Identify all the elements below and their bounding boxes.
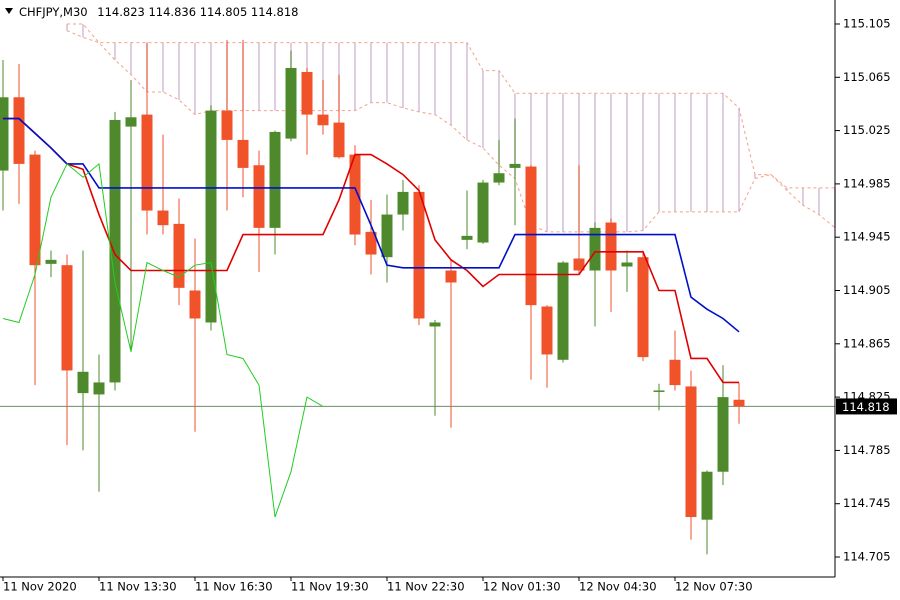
y-tick-label: 114.905	[843, 283, 891, 297]
candle-body	[205, 110, 217, 323]
candle-body	[381, 214, 393, 258]
candle-body	[525, 166, 537, 306]
plot-area	[0, 23, 836, 555]
candle-body	[301, 71, 313, 115]
candle-body	[365, 231, 377, 255]
candle-body	[349, 154, 361, 235]
candle-body	[29, 154, 41, 266]
ohlc-high: 114.836	[148, 5, 196, 19]
candle-body	[93, 382, 105, 395]
candle-body	[157, 210, 169, 226]
candle-body	[253, 165, 265, 228]
candle-body	[509, 163, 521, 168]
x-tick-label: 11 Nov 19:30	[291, 580, 369, 594]
candle-body	[125, 117, 137, 127]
candle-body	[701, 471, 713, 520]
candle-body	[13, 97, 25, 164]
candle-body	[733, 399, 745, 407]
x-tick-label: 12 Nov 07:30	[675, 580, 753, 594]
indicator-line	[3, 117, 739, 384]
y-tick-label: 115.065	[843, 70, 891, 84]
symbol-menu-arrow[interactable]	[5, 8, 13, 14]
x-tick-label: 12 Nov 04:30	[579, 580, 657, 594]
candle-body	[461, 235, 473, 240]
candle-body	[429, 322, 441, 327]
indicator-line	[3, 117, 740, 333]
ohlc-low: 114.805	[200, 5, 248, 19]
candle-body	[269, 131, 281, 228]
candle-body	[541, 306, 553, 355]
candle-body	[605, 222, 617, 271]
ohlc-close: 114.818	[251, 5, 299, 19]
candle-body	[397, 191, 409, 215]
y-tick-label: 114.865	[843, 336, 891, 350]
candle-body	[61, 265, 73, 371]
y-tick-label: 115.025	[843, 123, 891, 137]
candle-body	[0, 97, 9, 171]
y-tick-label: 114.945	[843, 230, 891, 244]
x-tick-label: 11 Nov 22:30	[387, 580, 465, 594]
x-tick-label: 11 Nov 13:30	[99, 580, 177, 594]
y-tick-label: 114.705	[843, 550, 891, 564]
candle-body	[333, 122, 345, 158]
candle-body	[477, 182, 489, 243]
candle-body	[589, 227, 601, 271]
cloud-edge	[67, 23, 835, 189]
candle-body	[685, 386, 697, 518]
ohlc-open: 114.823	[97, 5, 145, 19]
candle-body	[189, 290, 201, 319]
price-label: 114.818	[842, 400, 890, 414]
candle-body	[669, 359, 681, 386]
candle-body	[445, 270, 457, 283]
candle-body	[173, 223, 185, 288]
price-label-box	[836, 398, 897, 415]
y-tick-label: 114.985	[843, 176, 891, 190]
cloud-edge	[66, 30, 836, 233]
candle-body	[493, 173, 505, 183]
candle-body	[317, 114, 329, 126]
candle-body	[573, 258, 585, 271]
chart-header: CHFJPY,M30 114.823 114.836 114.805 114.8…	[19, 5, 298, 19]
symbol-title: CHFJPY,M30	[19, 5, 88, 19]
y-tick-label: 114.785	[843, 443, 891, 457]
candle-body	[109, 119, 121, 383]
candle-body	[621, 262, 633, 267]
candle-body	[45, 259, 57, 264]
candle-body	[557, 262, 569, 360]
y-tick-label: 115.105	[843, 16, 891, 30]
candle-body	[637, 257, 649, 358]
x-tick-label: 11 Nov 16:30	[195, 580, 273, 594]
candle-body	[653, 390, 665, 392]
candle-body	[717, 397, 729, 472]
candle-body	[413, 191, 425, 319]
candle-body	[77, 371, 89, 394]
x-tick-label: 11 Nov 2020	[3, 580, 77, 594]
candle-body	[221, 110, 233, 140]
y-tick-label: 114.745	[843, 496, 891, 510]
indicator-line	[2, 162, 324, 518]
x-tick-label: 12 Nov 01:30	[483, 580, 561, 594]
candle-body	[285, 67, 297, 139]
candle-body	[141, 114, 153, 211]
candle-body	[237, 139, 249, 168]
